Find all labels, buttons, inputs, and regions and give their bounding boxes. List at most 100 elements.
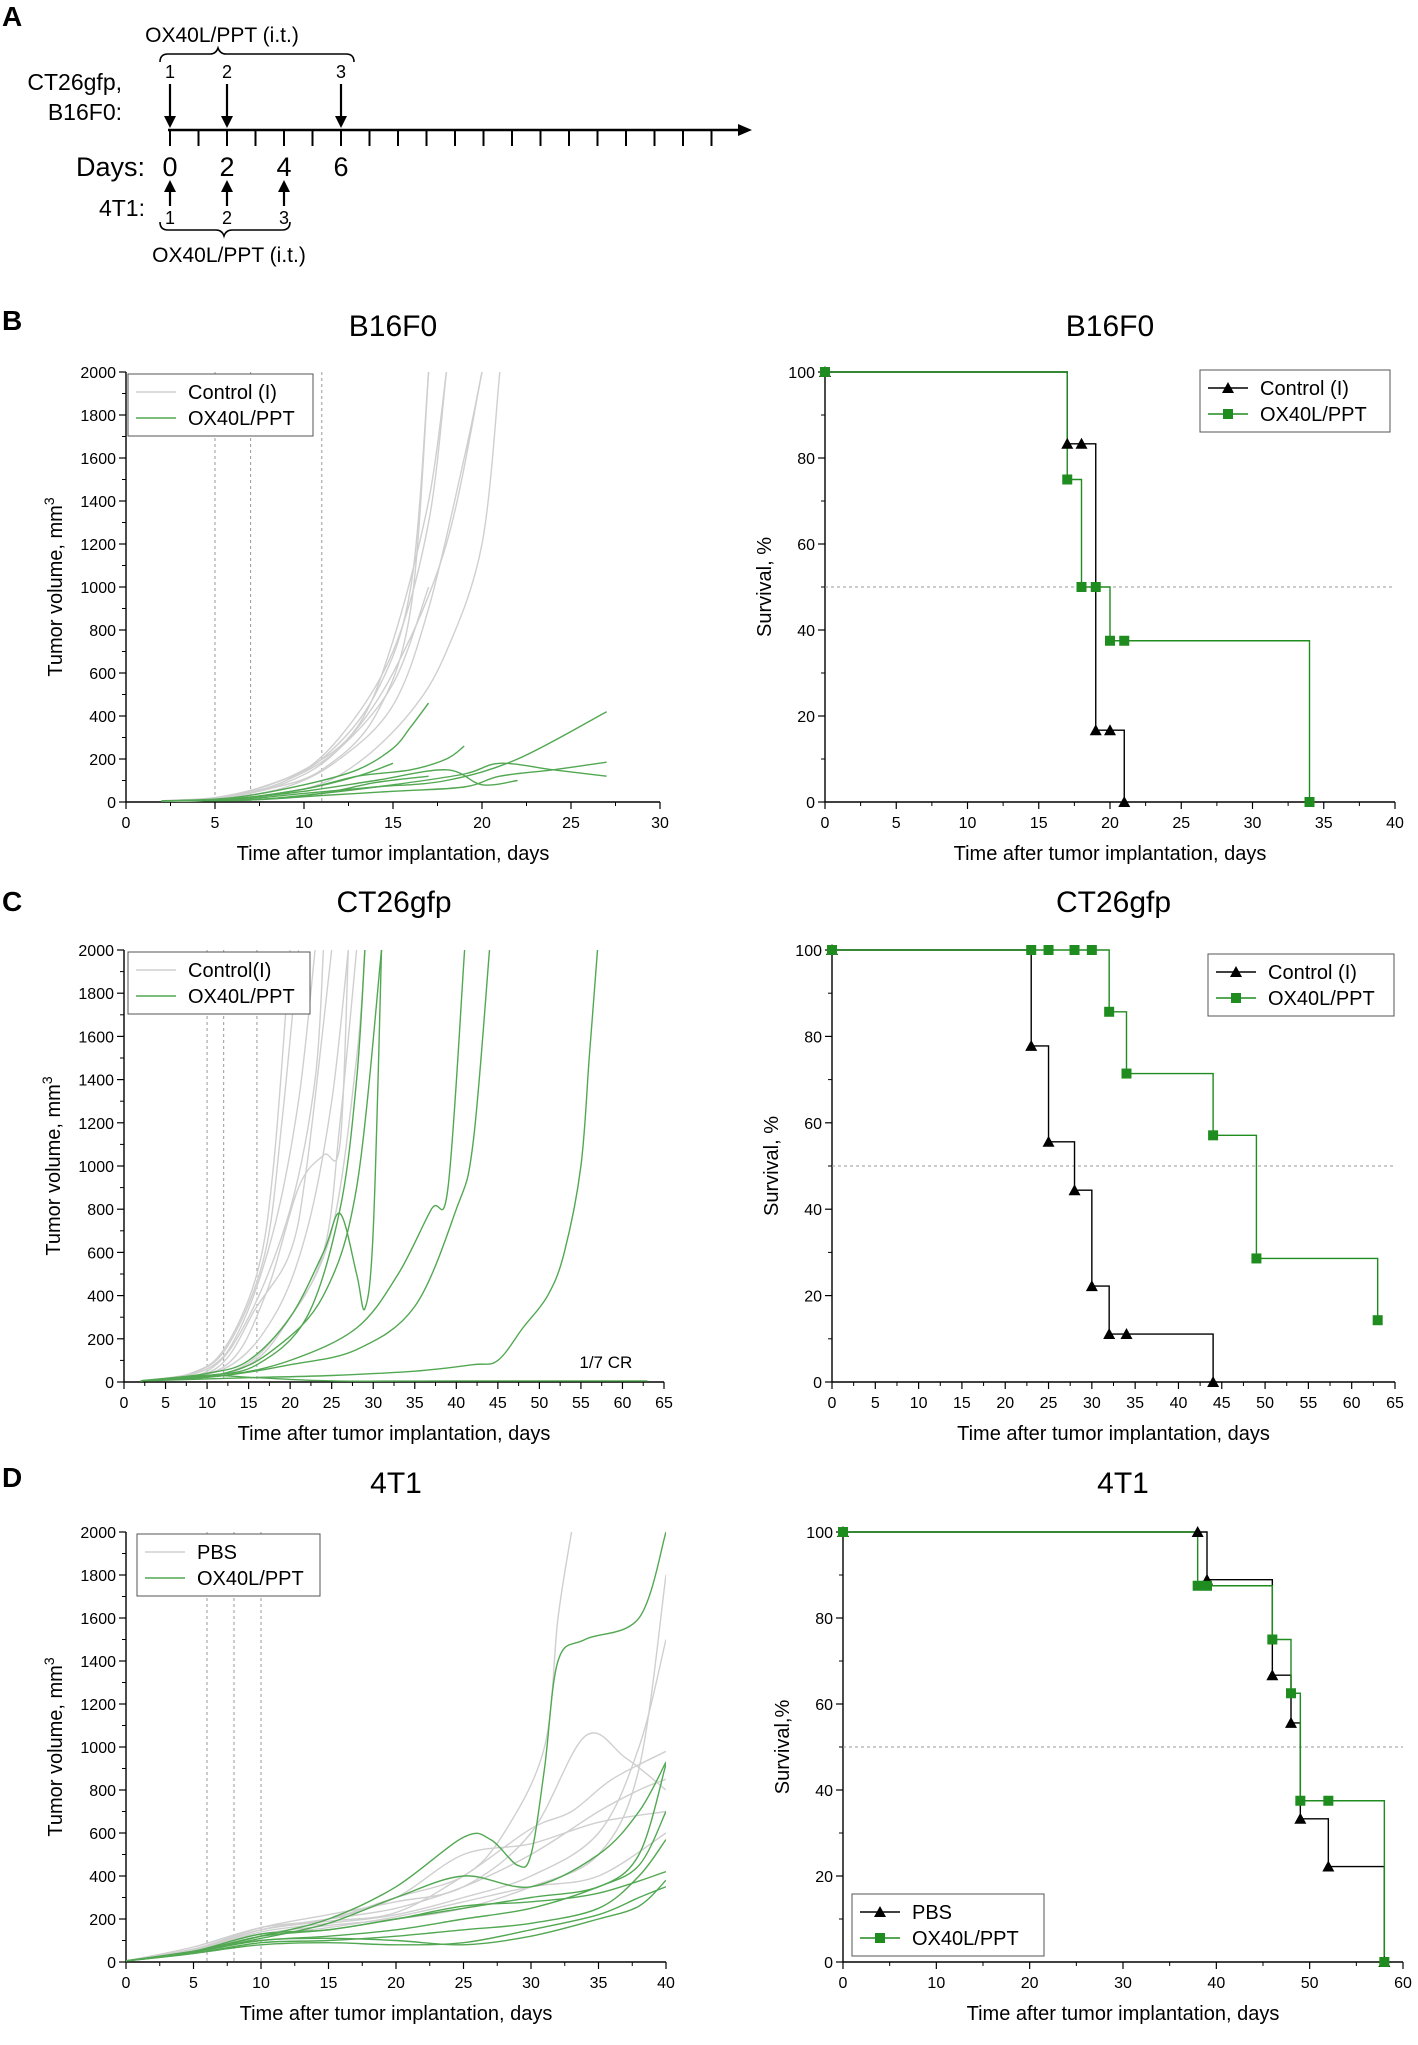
timeline-arrowhead [738, 124, 752, 136]
panel-letter-c: C [2, 886, 22, 917]
treated-growth-curve [140, 950, 491, 1382]
control-survival-marker [1191, 1526, 1204, 1537]
y-axis-label-superscript: 3 [41, 497, 57, 505]
legend: Control (I) OX40L/PPT [1199, 369, 1391, 433]
treated-growth-curve [140, 950, 366, 1382]
bottom-cell-line: 4T1: [99, 195, 145, 221]
x-tick-label: 20 [996, 1395, 1014, 1412]
x-tick-label: 10 [252, 1975, 270, 1992]
x-tick-label: 5 [892, 815, 901, 832]
legend-box [127, 951, 311, 1015]
x-tick-label: 10 [295, 815, 313, 832]
x-tick-label: 25 [455, 1975, 473, 1992]
x-tick-label: 40 [1386, 815, 1404, 832]
x-tick-label: 30 [522, 1975, 540, 1992]
chart-d_surv: 4T1 0 10 20 30 40 50 60 0 20 40 60 80 100 Time after t… [772, 1467, 1412, 2025]
x-tick-label: 35 [590, 1975, 608, 1992]
control-growth-curve [126, 1750, 666, 1962]
y-axis-label: Survival, % [754, 537, 776, 637]
x-tick-label: 25 [1040, 1395, 1058, 1412]
control-survival-marker [1103, 1328, 1116, 1340]
y-axis-label: Tumor volume, mm3 [41, 1657, 67, 1837]
y-tick-label: 1000 [80, 1740, 116, 1757]
treated-survival-marker [1086, 945, 1097, 955]
x-tick-label: 50 [1256, 1395, 1274, 1412]
y-tick-label: 0 [824, 1955, 833, 1972]
y-tick-label: 400 [89, 709, 116, 726]
legend-box [136, 1533, 321, 1597]
control-survival-marker [1285, 1716, 1297, 1728]
y-tick-label: 600 [89, 1826, 116, 1843]
y-axis-label: Tumor volume, mm3 [39, 1076, 65, 1256]
legend-marker-triangle [1230, 966, 1242, 977]
y-tick-label: 1000 [80, 580, 116, 597]
y-tick-label: 60 [797, 537, 815, 554]
y-tick-label: 0 [806, 795, 815, 812]
chart-title: CT26gfp [1056, 886, 1171, 919]
y-tick-label: 2000 [78, 943, 114, 960]
control-growth-curve [140, 950, 349, 1382]
y-axis-label-main: Tumor volume, mm [45, 505, 67, 677]
x-axis-label: Time after tumor implantation, days [957, 1423, 1270, 1445]
y-tick-label: 1800 [80, 408, 116, 425]
top-dose-arrows: 1 2 3 [164, 62, 347, 128]
legend: Control (I) OX40L/PPT [1207, 953, 1395, 1017]
bottom-dose-number: 1 [165, 208, 175, 228]
panel-letter-b: B [2, 305, 22, 336]
legend-entry: OX40L/PPT [1268, 988, 1375, 1010]
control-growth-curve [140, 950, 300, 1382]
x-tick-label: 15 [1030, 815, 1048, 832]
top-dose-number: 3 [336, 62, 346, 82]
day-tick-6: 6 [333, 152, 348, 182]
day-tick-4: 4 [276, 152, 291, 182]
chart-c_surv: CT26gfp 0 5 10 15 20 25 30 35 40 45 50 55 60 65 0 20 40 60… [761, 886, 1404, 1445]
legend-marker-triangle [1222, 382, 1234, 393]
y-axis-label-superscript: 3 [41, 1657, 57, 1665]
x-tick-label: 5 [871, 1395, 880, 1412]
x-tick-label: 0 [821, 815, 830, 832]
legend-box [851, 1893, 1045, 1957]
treated-survival-marker [1304, 797, 1315, 807]
timeline-ticks [169, 130, 713, 146]
control-survival-step [832, 949, 1214, 1382]
x-tick-label: 20 [1101, 815, 1119, 832]
control-growth-curve [161, 372, 448, 802]
x-tick-label: 50 [1301, 1975, 1319, 1992]
y-axis-label: Tumor volume, mm3 [41, 497, 67, 677]
legend: Control (I) OX40L/PPT [127, 373, 314, 437]
y-tick-label: 20 [804, 1289, 822, 1306]
treated-survival-marker [1202, 1580, 1212, 1591]
x-tick-label: 5 [161, 1395, 170, 1412]
treated-growth-curve [161, 702, 430, 802]
control-survival-marker [1104, 724, 1116, 736]
x-tick-label: 40 [1170, 1395, 1188, 1412]
schedule-bottom-label: OX40L/PPT (i.t.) [152, 244, 306, 267]
panel-letter-a: A [2, 1, 22, 32]
treated-growth-curve [126, 1871, 666, 1962]
legend-entry: Control(I) [188, 960, 271, 982]
control-growth-curve [140, 950, 325, 1382]
x-tick-label: 25 [562, 815, 580, 832]
chart-title: 4T1 [1097, 1467, 1149, 1500]
day-tick-0: 0 [162, 152, 177, 182]
y-tick-label: 80 [804, 1029, 822, 1046]
treated-survival-marker [820, 367, 830, 377]
legend-entry: PBS [197, 1542, 237, 1564]
treated-survival-marker [1286, 1688, 1296, 1699]
x-axis-label: Time after tumor implantation, days [954, 843, 1267, 865]
chart-title: CT26gfp [336, 886, 451, 919]
legend-box [1207, 953, 1395, 1017]
x-tick-label: 65 [655, 1395, 673, 1412]
control-survival-marker [1266, 1669, 1279, 1681]
y-tick-label: 1200 [80, 1697, 116, 1714]
y-tick-label: 80 [815, 1611, 833, 1628]
legend-marker-square [1231, 993, 1241, 1003]
x-tick-label: 50 [530, 1395, 548, 1412]
treated-survival-marker [1323, 1795, 1334, 1806]
treated-survival-marker [1119, 635, 1130, 646]
x-tick-label: 60 [1343, 1395, 1361, 1412]
legend: PBS OX40L/PPT [136, 1533, 321, 1597]
top-dose-arrowhead [164, 116, 176, 128]
legend-entry: Control (I) [1268, 962, 1357, 984]
legend-box [1199, 369, 1391, 433]
